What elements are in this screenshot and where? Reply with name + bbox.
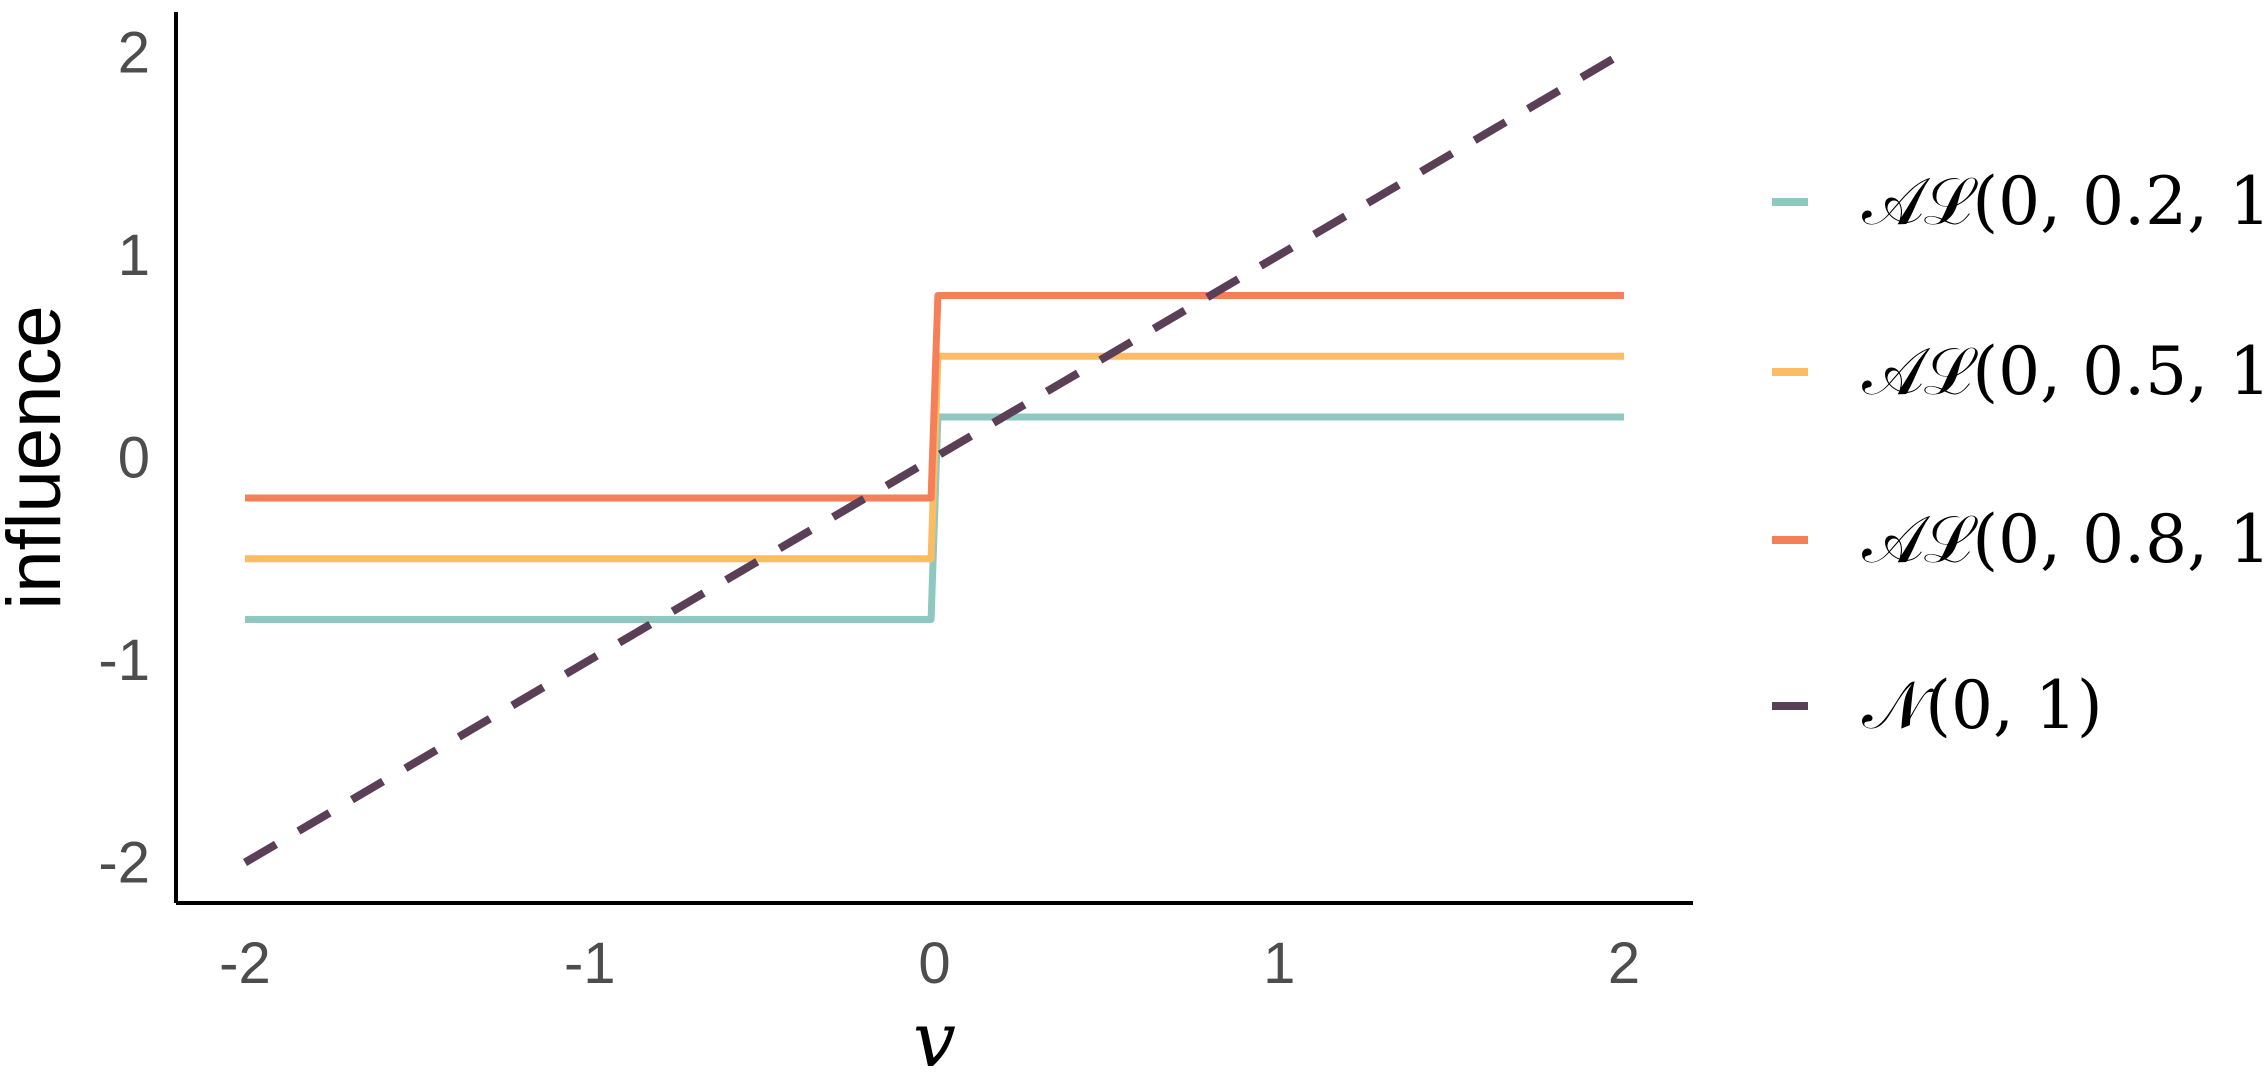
legend-label-3: 𝒜ℒ(0, 0.8, 1): [1862, 501, 2265, 578]
legend-label-2: 𝒜ℒ(0, 0.5, 1): [1862, 333, 2265, 410]
y-tick-labels: -2 -1 0 1 2: [98, 21, 150, 896]
x-tick-label: 1: [1263, 931, 1295, 996]
x-axis-label: v: [913, 995, 956, 1081]
y-tick-label: 2: [118, 21, 150, 86]
legend: 𝒜ℒ(0, 0.2, 1) 𝒜ℒ(0, 0.5, 1) 𝒜ℒ(0, 0.8, 1) 𝒩…: [1772, 163, 2265, 744]
legend-label-1: 𝒜ℒ(0, 0.2, 1): [1862, 163, 2265, 240]
x-tick-label: 0: [918, 931, 950, 996]
x-tick-labels: -2 -1 0 1 2: [219, 931, 1640, 996]
x-tick-label: -1: [564, 931, 616, 996]
y-axis-label: influence: [0, 305, 77, 609]
y-tick-label: -2: [98, 831, 150, 896]
series-line-4: [242, 49, 1627, 866]
x-tick-label: 2: [1608, 931, 1640, 996]
legend-label-4: 𝒩(0, 1): [1862, 667, 2103, 744]
y-tick-label: 1: [118, 223, 150, 288]
series-line-3: [245, 292, 1624, 502]
y-tick-label: -1: [98, 628, 150, 693]
x-tick-label: -2: [219, 931, 271, 996]
series-layer: [242, 49, 1627, 866]
y-tick-label: 0: [118, 426, 150, 491]
